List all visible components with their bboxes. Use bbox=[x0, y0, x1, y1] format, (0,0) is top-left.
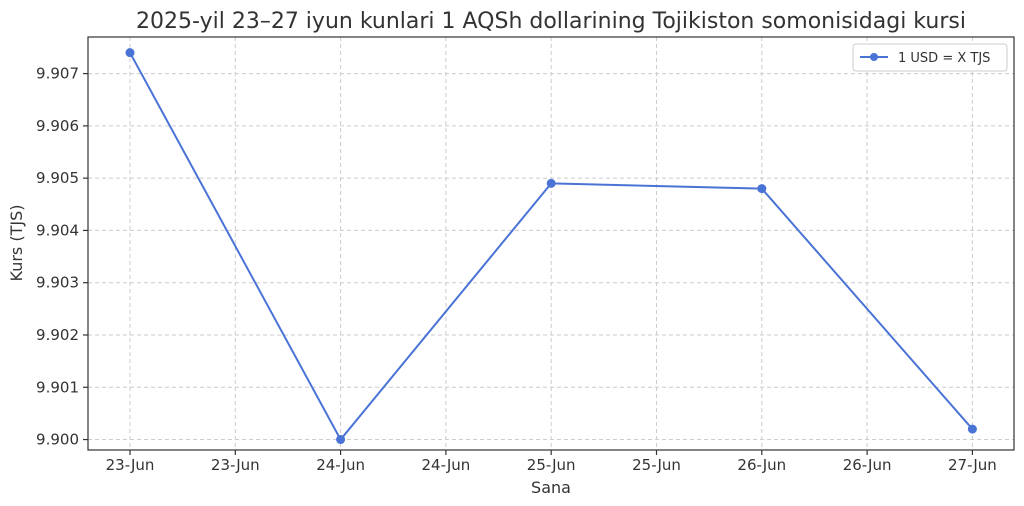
y-tick-label: 9.905 bbox=[36, 169, 79, 187]
legend: 1 USD = X TJS bbox=[852, 43, 1008, 72]
series bbox=[125, 48, 977, 445]
data-point bbox=[125, 48, 135, 58]
y-tick-label: 9.907 bbox=[36, 65, 79, 83]
x-axis-ticks: 23-Jun 23-Jun 24-Jun 24-Jun 25-Jun 25-Jun 26-J… bbox=[106, 450, 997, 474]
y-tick-label: 9.904 bbox=[36, 221, 79, 239]
y-tick-label: 9.906 bbox=[36, 117, 79, 135]
data-point bbox=[336, 435, 346, 445]
x-axis-label: Sana bbox=[531, 478, 571, 497]
x-tick-label: 25-Jun bbox=[632, 456, 681, 474]
x-tick-label: 26-Jun bbox=[737, 456, 786, 474]
x-tick-label: 25-Jun bbox=[527, 456, 576, 474]
x-tick-label: 23-Jun bbox=[106, 456, 155, 474]
plot-frame bbox=[87, 36, 1015, 451]
data-point bbox=[546, 178, 556, 188]
y-axis-ticks: 9.900 9.901 9.902 9.903 9.904 9.905 9.906 9.907 bbox=[36, 65, 88, 449]
y-tick-label: 9.903 bbox=[36, 274, 79, 292]
legend-label: 1 USD = X TJS bbox=[898, 51, 990, 66]
y-axis-label: Kurs (TJS) bbox=[7, 205, 26, 282]
x-tick-label: 27-Jun bbox=[948, 456, 997, 474]
y-tick-label: 9.902 bbox=[36, 326, 79, 344]
grid bbox=[88, 37, 1014, 450]
x-tick-label: 26-Jun bbox=[843, 456, 892, 474]
chart-title: 2025-yil 23–27 iyun kunlari 1 AQSh dolla… bbox=[136, 9, 966, 34]
legend-marker-icon bbox=[870, 53, 878, 61]
x-tick-label: 23-Jun bbox=[211, 456, 260, 474]
y-tick-label: 9.901 bbox=[36, 378, 79, 396]
x-tick-label: 24-Jun bbox=[316, 456, 365, 474]
data-point bbox=[967, 424, 977, 434]
legend-box bbox=[852, 43, 1008, 72]
data-point bbox=[757, 184, 767, 194]
y-tick-label: 9.900 bbox=[36, 431, 79, 449]
x-tick-label: 24-Jun bbox=[422, 456, 471, 474]
